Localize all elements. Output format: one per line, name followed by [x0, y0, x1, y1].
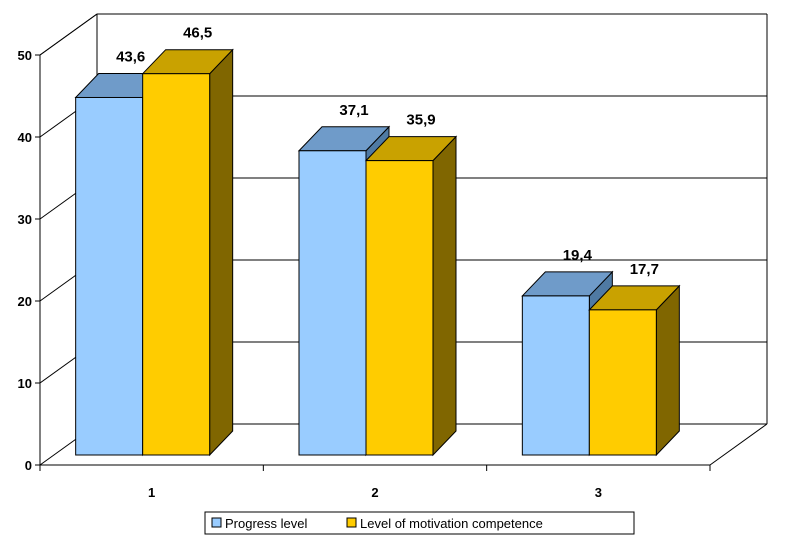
- legend: Progress level Level of motivation compe…: [204, 511, 635, 535]
- data-label-progress-2: 37,1: [339, 102, 368, 119]
- bar-front-face: [521, 295, 590, 456]
- legend-swatch-motivation: [346, 517, 357, 528]
- bar-motivation-2: [364, 135, 458, 457]
- data-labels: 43,6 46,5 37,1 35,9 19,4 17,7: [116, 25, 659, 278]
- legend-label-motivation: Level of motivation competence: [360, 516, 543, 531]
- y-tick-label: 50: [18, 48, 32, 63]
- data-label-motivation-1: 46,5: [183, 25, 212, 42]
- bar-front-face: [142, 73, 211, 456]
- bar-side-face: [209, 48, 234, 457]
- floor-right-edge: [709, 423, 768, 466]
- data-label-motivation-3: 17,7: [630, 261, 659, 278]
- x-tick-label: 3: [595, 485, 602, 500]
- bar-front-face: [75, 96, 144, 456]
- bars: [74, 48, 681, 457]
- bar-front-face: [365, 160, 434, 456]
- bar-side-face: [432, 135, 457, 457]
- x-tick-label: 2: [371, 485, 378, 500]
- x-tick-label: 1: [148, 485, 155, 500]
- y-tick-label: 10: [18, 376, 32, 391]
- data-label-progress-1: 43,6: [116, 48, 145, 65]
- data-label-motivation-2: 35,9: [406, 112, 435, 129]
- bar-motivation-3: [588, 284, 681, 457]
- legend-swatch-progress: [211, 517, 222, 528]
- y-axis-ticks: 0 10 20 30 40 50: [18, 48, 40, 473]
- data-label-progress-3: 19,4: [563, 247, 593, 264]
- y-tick-label: 40: [18, 130, 32, 145]
- legend-label-progress: Progress level: [225, 516, 307, 531]
- bar-front-face: [298, 150, 367, 456]
- y-tick-label: 30: [18, 212, 32, 227]
- bar-side-face: [655, 284, 680, 457]
- x-axis-ticks: 1 2 3: [39, 465, 711, 500]
- legend-box: [204, 511, 635, 535]
- bar-front-face: [588, 309, 657, 456]
- bar-motivation-1: [141, 48, 234, 457]
- y-tick-label: 0: [25, 458, 32, 473]
- gridline-side: [39, 13, 98, 56]
- y-tick-label: 20: [18, 294, 32, 309]
